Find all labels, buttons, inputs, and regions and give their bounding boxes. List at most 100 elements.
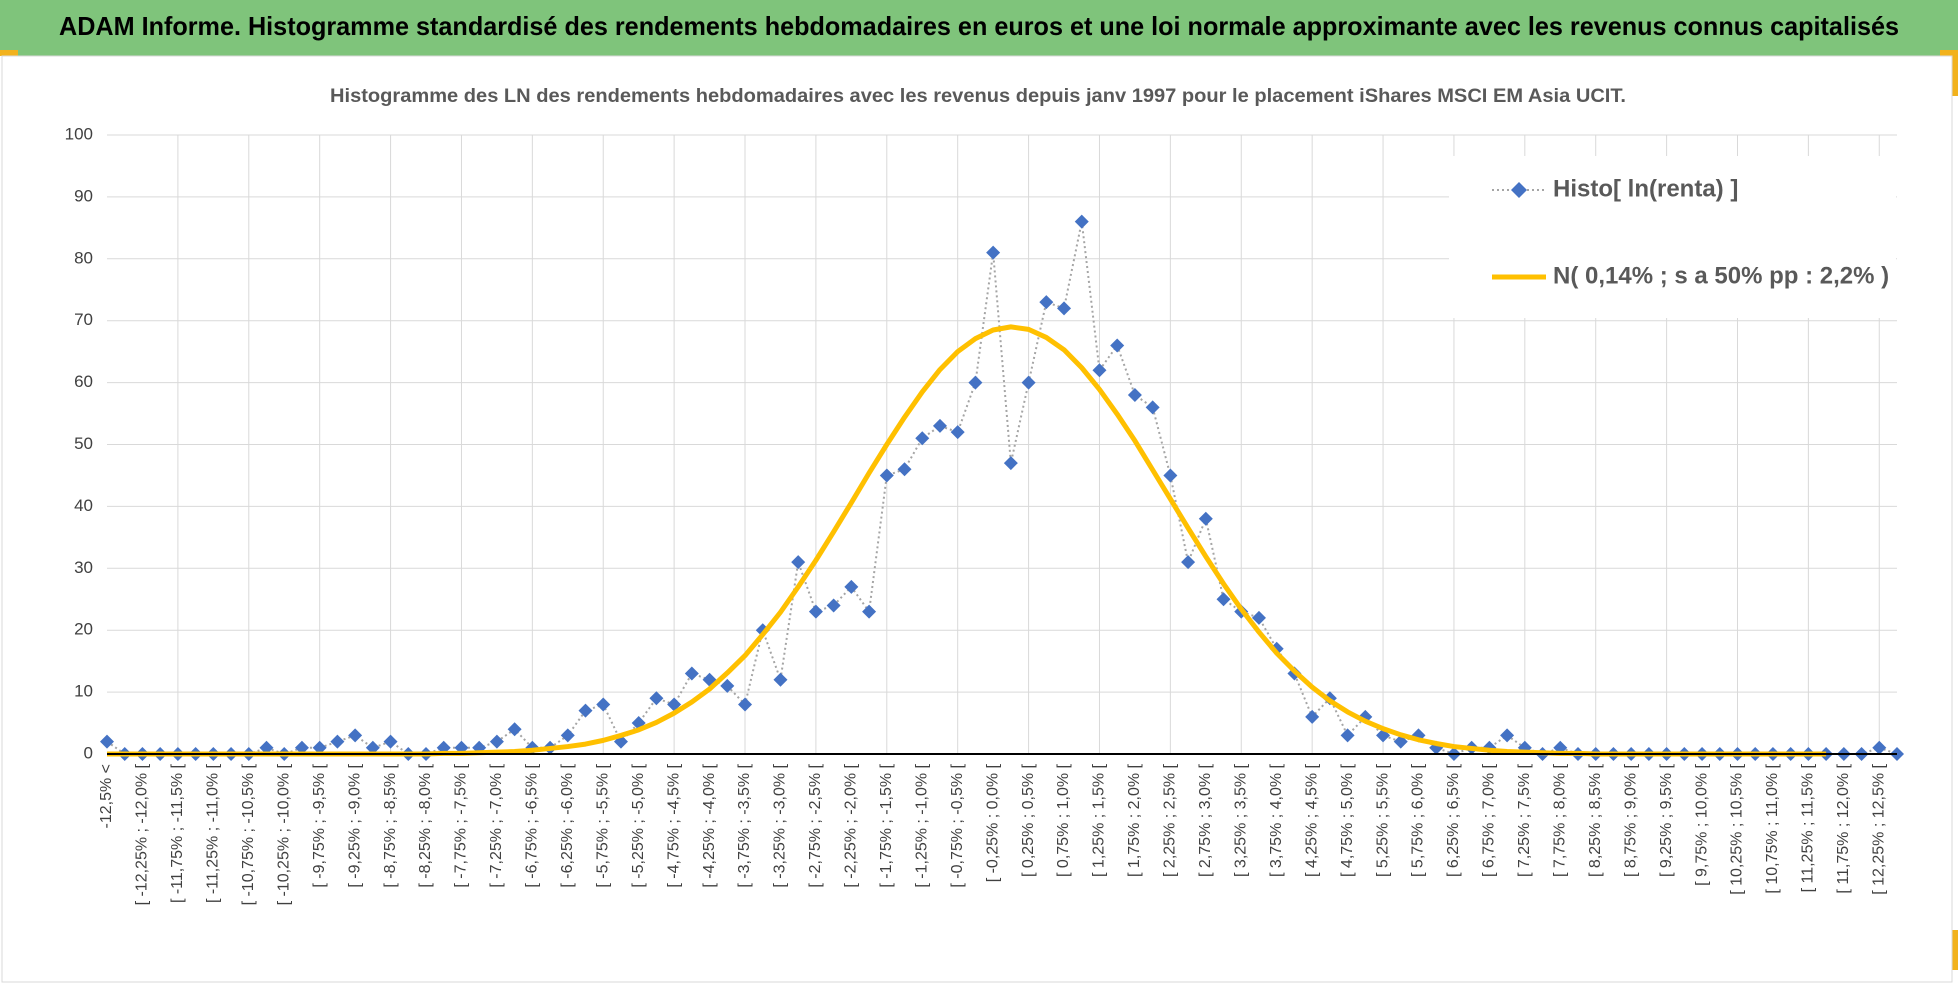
- corner-mark: [1952, 930, 1958, 970]
- data-point: [1057, 301, 1072, 316]
- x-tick-label: [ -8,25% ; -8,0% [: [417, 763, 434, 887]
- x-tick-label: [ -4,75% ; -4,5% [: [665, 763, 682, 887]
- data-point: [294, 740, 309, 755]
- data-point: [773, 672, 788, 687]
- x-tick-label: [ -0,75% ; -0,5% [: [949, 763, 966, 887]
- x-tick-label: [ 9,75% ; 10,0% [: [1693, 763, 1710, 885]
- x-tick-label: [ 4,25% ; 4,5% [: [1303, 763, 1320, 877]
- data-point: [560, 728, 575, 743]
- x-tick-label: [ 5,25% ; 5,5% [: [1374, 763, 1391, 877]
- x-tick-label: [ 2,75% ; 3,0% [: [1197, 763, 1214, 877]
- header-band: [0, 0, 1958, 56]
- x-tick-label: [ -6,75% ; -6,5% [: [524, 763, 541, 887]
- data-point: [383, 734, 398, 749]
- corner-mark: [1952, 56, 1958, 96]
- x-tick-label: [ 1,75% ; 2,0% [: [1126, 763, 1143, 877]
- data-point: [1872, 740, 1887, 755]
- plot: 0 10 20 30 40 50 60 70 80 90 100 -12,5% < [ -12,25% …: [65, 124, 1904, 905]
- x-tick-label: [ 6,25% ; 6,5% [: [1445, 763, 1462, 877]
- x-tick-label: [ 10,75% ; 11,0% [: [1764, 763, 1781, 893]
- data-point: [1021, 375, 1036, 390]
- y-tick-label: 80: [74, 248, 93, 267]
- data-point: [950, 425, 965, 440]
- x-tick-label: [ 0,25% ; 0,5% [: [1020, 763, 1037, 877]
- data-point: [596, 697, 611, 712]
- data-point: [915, 431, 930, 446]
- x-tick-label: [ 6,75% ; 7,0% [: [1481, 763, 1498, 877]
- data-point: [348, 728, 363, 743]
- y-tick-label: 90: [74, 186, 93, 205]
- data-point: [791, 555, 806, 570]
- x-tick-label: [ -5,25% ; -5,0% [: [630, 763, 647, 887]
- data-point: [1110, 338, 1125, 353]
- x-tick-label: [ 9,25% ; 9,5% [: [1658, 763, 1675, 877]
- x-tick-label: [ -2,75% ; -2,5% [: [807, 763, 824, 887]
- data-point: [968, 375, 983, 390]
- data-point: [720, 678, 735, 693]
- data-point: [1127, 387, 1142, 402]
- x-tick-label: [ 8,25% ; 8,5% [: [1587, 763, 1604, 877]
- data-point: [844, 579, 859, 594]
- y-tick-label: 50: [74, 434, 93, 453]
- data-point: [489, 734, 504, 749]
- legend-label: N( 0,14% ; s a 50% pp : 2,2% ): [1553, 262, 1889, 289]
- corner-mark: [0, 50, 18, 56]
- data-point: [100, 734, 114, 749]
- x-tick-label: [ 1,25% ; 1,5% [: [1091, 763, 1108, 877]
- data-point: [1198, 511, 1213, 526]
- x-tick-label: [ 7,25% ; 7,5% [: [1516, 763, 1533, 877]
- data-point: [1003, 456, 1018, 471]
- data-point: [1251, 610, 1266, 625]
- x-tick-label: [ -1,75% ; -1,5% [: [878, 763, 895, 887]
- data-point: [1500, 728, 1515, 743]
- header-title: ADAM Informe. Histogramme standardisé de…: [59, 11, 1899, 41]
- data-point: [667, 697, 682, 712]
- data-point: [1092, 363, 1107, 378]
- y-tick-label: 20: [74, 620, 93, 639]
- data-point: [826, 598, 841, 613]
- y-tick-label: 40: [74, 496, 93, 515]
- data-point: [649, 691, 664, 706]
- x-tick-label: [ 11,75% ; 12,0% [: [1835, 763, 1852, 893]
- x-tick-label: [ -10,75% ; -10,5% [: [240, 763, 257, 905]
- x-tick-label: [ -4,25% ; -4,0% [: [701, 763, 718, 887]
- legend-box: [1449, 156, 1896, 318]
- data-point: [1305, 709, 1320, 724]
- y-tick-label: 30: [74, 558, 93, 577]
- x-tick-label: [ -0,25% ; 0,0% [: [984, 763, 1001, 882]
- x-tick-label: [ -1,25% ; -1,0% [: [913, 763, 930, 887]
- data-point: [932, 418, 947, 433]
- chart-border: [1, 55, 1953, 983]
- data-point: [1074, 214, 1089, 229]
- x-tick-label: [ -5,75% ; -5,5% [: [594, 763, 611, 887]
- data-point: [1039, 295, 1054, 310]
- data-point: [808, 604, 823, 619]
- data-point: [1163, 468, 1178, 483]
- x-tick-label: [ -9,75% ; -9,5% [: [311, 763, 328, 887]
- x-tick-label: [ 8,75% ; 9,0% [: [1622, 763, 1639, 877]
- x-tick-label: [ 0,75% ; 1,0% [: [1055, 763, 1072, 877]
- data-point: [1145, 400, 1160, 415]
- legend-label: Histo[ ln(renta) ]: [1553, 175, 1738, 202]
- y-tick-label: 70: [74, 310, 93, 329]
- x-tick-label: [ 5,75% ; 6,0% [: [1410, 763, 1427, 877]
- x-tick-label: [ -11,25% ; -11,0% [: [205, 763, 222, 903]
- data-point: [259, 740, 274, 755]
- x-tick-label: [ -7,25% ; -7,0% [: [488, 763, 505, 887]
- data-point: [365, 740, 380, 755]
- corner-mark: [1940, 50, 1958, 56]
- x-tick-label: [ -7,75% ; -7,5% [: [453, 763, 470, 887]
- data-point: [1181, 555, 1196, 570]
- x-tick-label: [ -10,25% ; -10,0% [: [275, 763, 292, 905]
- data-point: [578, 703, 593, 718]
- data-point: [684, 666, 699, 681]
- x-tick-label: [ 7,75% ; 8,0% [: [1551, 763, 1568, 877]
- legend-marker: [1511, 182, 1527, 198]
- data-point: [1340, 728, 1355, 743]
- data-point: [330, 734, 345, 749]
- y-tick-label: 0: [84, 743, 93, 762]
- x-tick-label: [ 12,25% ; 12,5% [: [1870, 763, 1887, 894]
- x-tick-label: [ 11,25% ; 11,5% [: [1800, 763, 1817, 892]
- x-tick-label: [ -6,25% ; -6,0% [: [559, 763, 576, 887]
- y-tick-label: 10: [74, 682, 93, 701]
